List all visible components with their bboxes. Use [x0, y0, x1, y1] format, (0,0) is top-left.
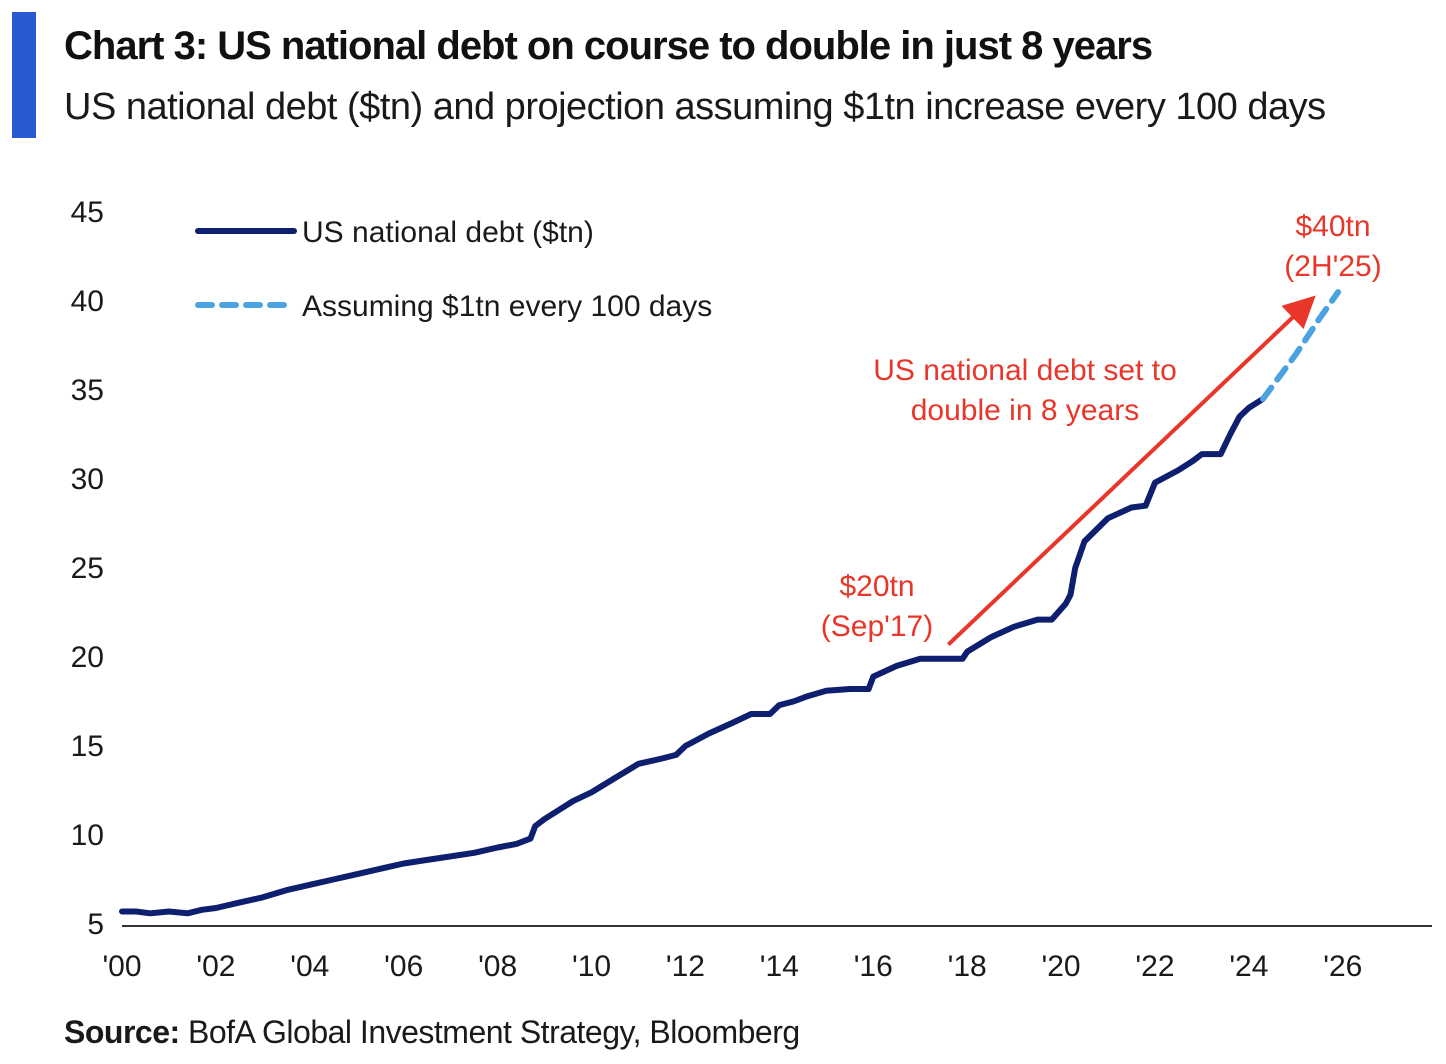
x-tick-label: '10 — [572, 950, 611, 983]
x-tick-label: '22 — [1135, 950, 1174, 983]
x-tick-label: '00 — [102, 950, 141, 983]
annotation-40tn-date: (2H'25) — [1284, 250, 1381, 283]
annotation-20tn-value: $20tn — [839, 570, 914, 603]
y-tick-label: 35 — [71, 374, 104, 407]
legend-label-projection: Assuming $1tn every 100 days — [302, 290, 712, 323]
y-tick-label: 45 — [71, 196, 104, 229]
x-tick-label: '12 — [666, 950, 705, 983]
annotation-arrow — [947, 295, 1316, 646]
x-tick-label: '04 — [290, 950, 329, 983]
legend-label-debt: US national debt ($tn) — [302, 216, 594, 249]
source-label: Source: — [64, 1014, 180, 1050]
annotation-20tn-date: (Sep'17) — [821, 610, 933, 643]
chart-subtitle: US national debt ($tn) and projection as… — [64, 86, 1326, 128]
annotation-40tn-value: $40tn — [1295, 210, 1370, 243]
x-tick-label: '20 — [1042, 950, 1081, 983]
x-tick-label: '26 — [1323, 950, 1362, 983]
x-tick-label: '02 — [196, 950, 235, 983]
source-note: Source: BofA Global Investment Strategy,… — [64, 1014, 800, 1051]
x-tick-label: '14 — [760, 950, 799, 983]
x-tick-label: '18 — [948, 950, 987, 983]
y-tick-label: 10 — [71, 819, 104, 852]
debt-series-line — [119, 395, 1266, 917]
x-tick-label: '24 — [1229, 950, 1268, 983]
y-tick-label: 20 — [71, 641, 104, 674]
y-tick-label: 15 — [71, 730, 104, 763]
annotation-double-line1: US national debt set to — [873, 354, 1177, 387]
line-chart: 5 10 15 20 25 30 35 40 45 '00 '02 '04 '06 '08 '10 '12 '1… — [71, 196, 1432, 983]
x-tick-label: '06 — [384, 950, 423, 983]
y-tick-label: 5 — [87, 908, 104, 941]
x-tick-label: '08 — [478, 950, 517, 983]
source-text: BofA Global Investment Strategy, Bloombe… — [179, 1014, 800, 1050]
annotation-double-line2: double in 8 years — [911, 394, 1140, 427]
projection-series-line — [1260, 289, 1342, 402]
y-tick-label: 30 — [71, 463, 104, 496]
chart-title: Chart 3: US national debt on course to d… — [64, 24, 1153, 68]
x-tick-label: '16 — [854, 950, 893, 983]
y-tick-label: 25 — [71, 552, 104, 585]
accent-bar — [12, 12, 36, 138]
y-tick-label: 40 — [71, 285, 104, 318]
